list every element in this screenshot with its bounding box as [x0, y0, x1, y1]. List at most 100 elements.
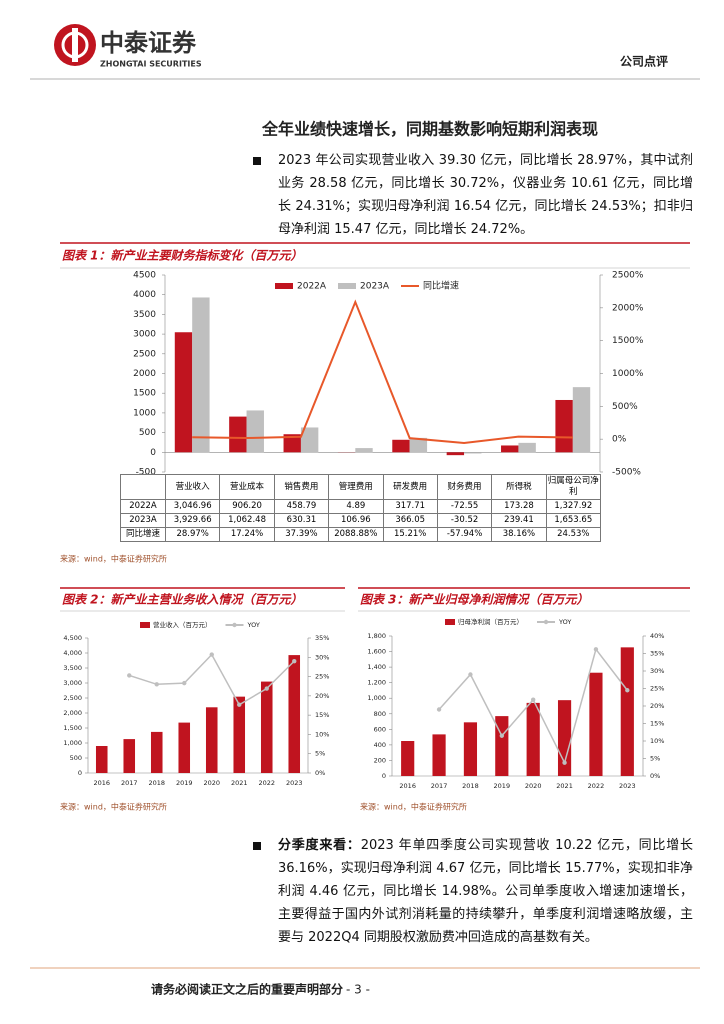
x-tick-label: 2016 — [399, 782, 416, 790]
line-marker — [593, 647, 599, 652]
tick-label: 0 — [150, 448, 156, 458]
table-header-cell: 财务费用 — [436, 474, 493, 500]
tick-label: 3,500 — [63, 664, 82, 672]
tick-label: 15% — [650, 720, 664, 728]
tick-label: 1500 — [133, 389, 156, 399]
table-cell: -30.52 — [436, 513, 493, 528]
table-row-label: 同比增速 — [120, 527, 166, 542]
x-tick-label: 2023 — [286, 779, 303, 787]
line-marker — [127, 673, 132, 678]
line-marker — [499, 733, 505, 738]
paragraph-lead: 分季度来看： — [278, 838, 361, 853]
figure-source: 来源：wind，中泰证券研究所 — [60, 802, 167, 812]
line-marker — [562, 760, 567, 765]
bar — [446, 452, 465, 456]
page-number: - 3 - — [346, 983, 370, 997]
x-tick-label: 2017 — [121, 779, 138, 787]
report-type: 公司点评 — [620, 54, 668, 69]
bar — [229, 416, 247, 453]
tick-label: 2000 — [133, 369, 156, 379]
tick-label: 25% — [650, 685, 664, 693]
table-row-label: 2023A — [120, 513, 166, 528]
legend-marker — [543, 619, 549, 625]
x-tick-label: 2021 — [556, 782, 573, 790]
logo-english: ZHONGTAI SECURITIES — [100, 60, 202, 69]
line-marker — [436, 707, 442, 712]
tick-label: 20% — [315, 692, 329, 700]
tick-label: -500 — [136, 468, 157, 478]
tick-label: 3,000 — [63, 679, 82, 687]
bar — [518, 442, 536, 453]
tick-label: 1,400 — [367, 663, 386, 671]
bar — [288, 655, 301, 773]
bar — [174, 332, 193, 453]
legend-swatch — [445, 619, 455, 625]
table-cell: -57.94% — [436, 527, 493, 542]
line-marker — [264, 686, 269, 691]
bar — [464, 452, 482, 454]
table-cell: 317.71 — [382, 499, 438, 514]
bar — [589, 672, 603, 776]
tick-label: 10% — [315, 730, 329, 738]
table-cell: 28.97% — [164, 527, 221, 542]
table-cell: 38.16% — [491, 527, 547, 542]
tick-label: 0 — [78, 769, 82, 777]
paragraph: 2023 年公司实现营业收入 39.30 亿元，同比增长 28.97%，其中试剂… — [278, 153, 693, 237]
line-marker — [530, 697, 536, 702]
table-row: 2023A 3,929.66 1,062.48 630.31 106.96 366.05-… — [120, 513, 602, 528]
bar — [95, 746, 108, 773]
line-marker — [154, 682, 159, 687]
tick-label: 3000 — [133, 330, 156, 340]
tick-label: 5% — [650, 755, 660, 763]
table-header-cell: 营业成本 — [219, 474, 275, 500]
tick-label: 1000% — [612, 369, 644, 379]
legend-swatch — [140, 622, 150, 628]
tick-label: 4000 — [133, 290, 156, 300]
x-tick-label: 2021 — [231, 779, 248, 787]
bullet — [253, 842, 261, 850]
footer-disclaimer: 请务必阅读正文之后的重要声明部分 — [151, 982, 343, 997]
tick-label: 5% — [315, 750, 325, 758]
table-header-cell: 管理费用 — [328, 474, 384, 500]
line — [192, 299, 573, 444]
line-marker — [292, 658, 297, 664]
line-marker — [182, 680, 187, 686]
line-marker — [209, 652, 214, 657]
tick-label: -500% — [612, 468, 641, 478]
tick-label: 15% — [315, 711, 329, 719]
bar — [620, 647, 634, 776]
tick-label: 4,500 — [63, 634, 82, 642]
bar — [192, 297, 210, 453]
tick-label: 30% — [650, 667, 664, 675]
line-marker — [468, 672, 473, 677]
table-cell: 366.05 — [382, 513, 438, 528]
tick-label: 0% — [315, 769, 325, 777]
tick-label: 2500 — [133, 349, 156, 359]
tick-label: 3500 — [133, 310, 156, 320]
table-cell: 106.96 — [328, 513, 384, 528]
logo-bar — [72, 28, 78, 62]
tick-label: 2,000 — [63, 709, 82, 717]
table-header-cell: 营业收入 — [164, 474, 221, 500]
bar — [233, 696, 246, 773]
tick-label: 2000% — [612, 303, 644, 313]
legend-marker — [232, 622, 237, 628]
tick-label: 0% — [650, 772, 660, 780]
tick-label: 35% — [650, 650, 664, 658]
x-tick-label: 2022 — [258, 779, 275, 787]
tick-label: 1,600 — [367, 648, 386, 656]
bar — [355, 448, 373, 453]
table-cell: 24.53% — [545, 527, 602, 542]
tick-label: 10% — [650, 737, 664, 745]
x-tick-label: 2018 — [462, 782, 479, 790]
bar — [495, 716, 509, 776]
tick-label: 1500% — [612, 336, 644, 346]
paragraph-text: 2023 年单四季度公司实现营收 10.22 亿元，同比增长 36.16%，实现… — [278, 838, 693, 945]
bar — [463, 722, 478, 776]
x-tick-label: 2017 — [431, 782, 448, 790]
tick-label: 2500% — [612, 271, 644, 281]
bar — [283, 434, 301, 453]
tick-label: 40% — [650, 632, 664, 640]
table-cell: 3,046.96 — [164, 499, 221, 514]
